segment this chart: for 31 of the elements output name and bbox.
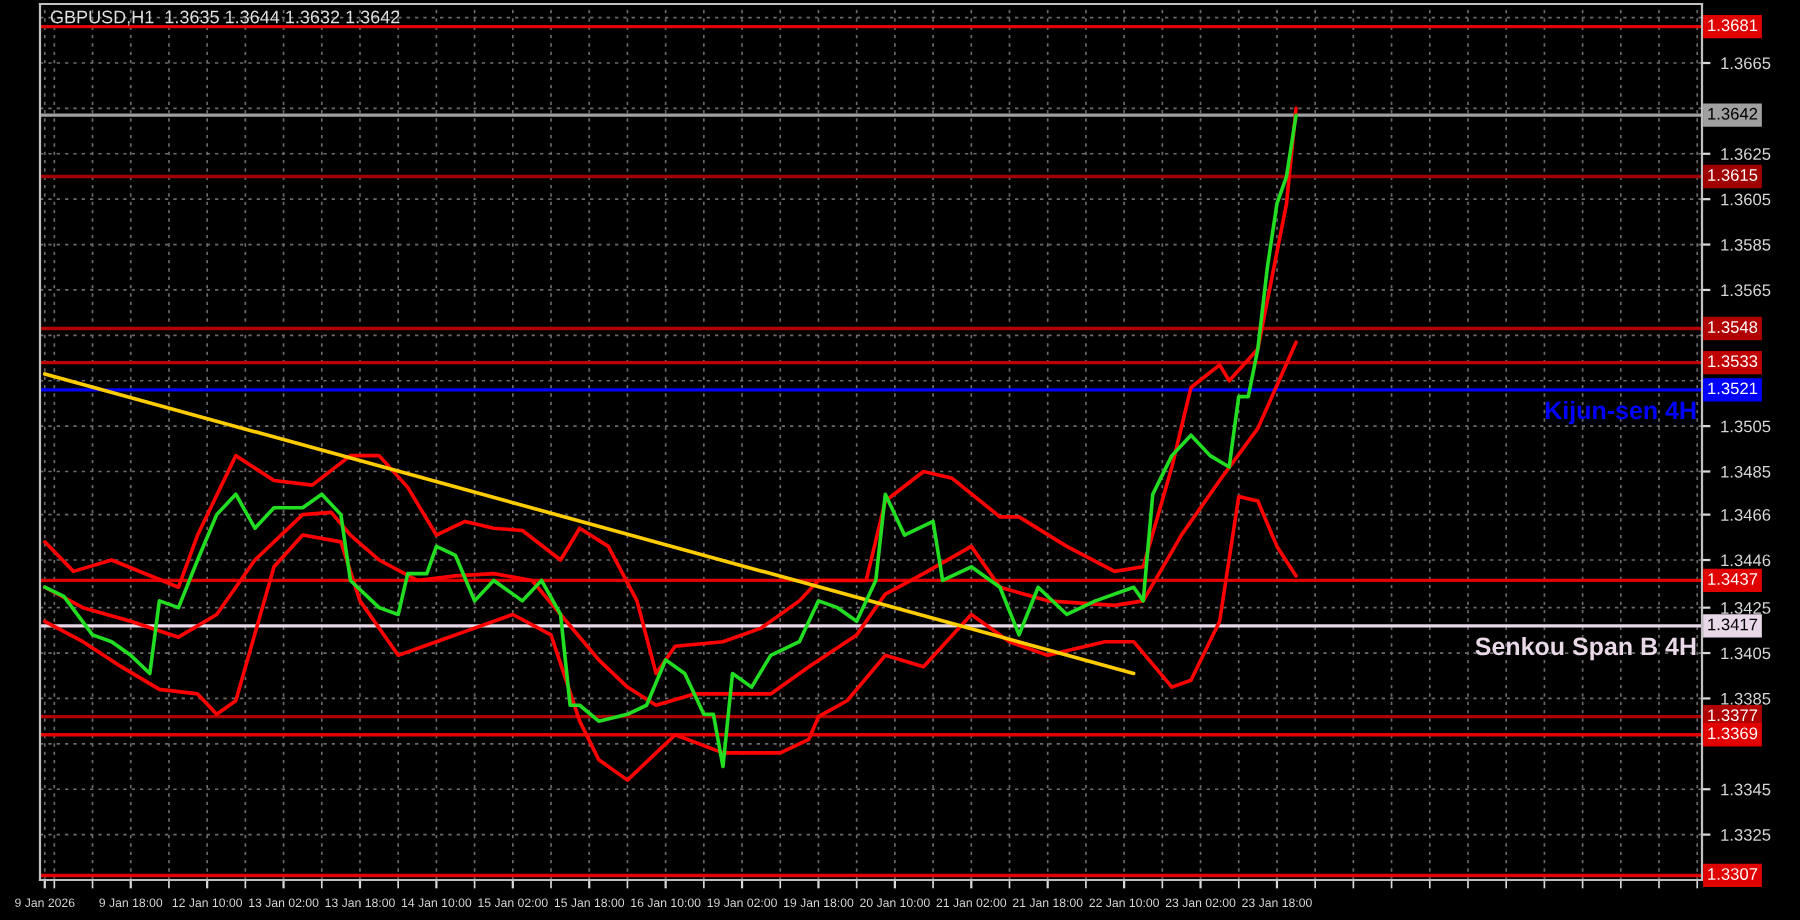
y-tick-label: 1.3565 [1721, 284, 1771, 297]
line-series [42, 113, 1298, 769]
ref-line-label: 1.3377 [1708, 709, 1758, 722]
line-series [42, 106, 1298, 676]
y-tick-label: 1.3625 [1721, 148, 1771, 160]
y-tick-label: 1.3605 [1721, 193, 1771, 206]
y-tick-label: 1.3345 [1721, 783, 1771, 796]
y-tick-label: 1.3425 [1721, 602, 1771, 614]
ref-line-label: 1.3681 [1708, 19, 1758, 32]
y-tick-label: 1.3665 [1721, 57, 1771, 70]
y-tick-label: 1.3585 [1721, 238, 1771, 251]
ref-line-label: 1.3642 [1708, 107, 1758, 120]
ref-line-label: 1.3369 [1708, 727, 1758, 740]
y-tick-label: 1.3446 [1721, 554, 1771, 567]
ref-line-label: 1.3533 [1708, 355, 1758, 368]
ref-line-label: 1.3417 [1708, 618, 1758, 631]
ref-line-label: 1.3307 [1708, 868, 1758, 880]
chart-title: GBPUSD,H1 1.3635 1.3644 1.3632 1.3642 [50, 10, 400, 26]
y-tick-label: 1.3485 [1721, 465, 1771, 478]
ref-line-label: 1.3548 [1708, 321, 1758, 333]
y-tick-label: 1.3405 [1721, 647, 1771, 660]
ref-line-label: 1.3615 [1708, 169, 1758, 181]
y-tick-label: 1.3385 [1721, 692, 1771, 705]
line-series [42, 494, 1298, 782]
ref-line-label: 1.3437 [1708, 573, 1758, 585]
y-tick-label: 1.3325 [1721, 829, 1771, 841]
annotation: Senkou Span B 4H [1475, 636, 1696, 661]
y-tick-label: 1.3505 [1721, 420, 1771, 433]
ref-line-label: 1.3521 [1708, 382, 1758, 395]
y-tick-label: 1.3466 [1721, 509, 1771, 521]
annotation: Kijun-sen 4H [1545, 400, 1696, 425]
